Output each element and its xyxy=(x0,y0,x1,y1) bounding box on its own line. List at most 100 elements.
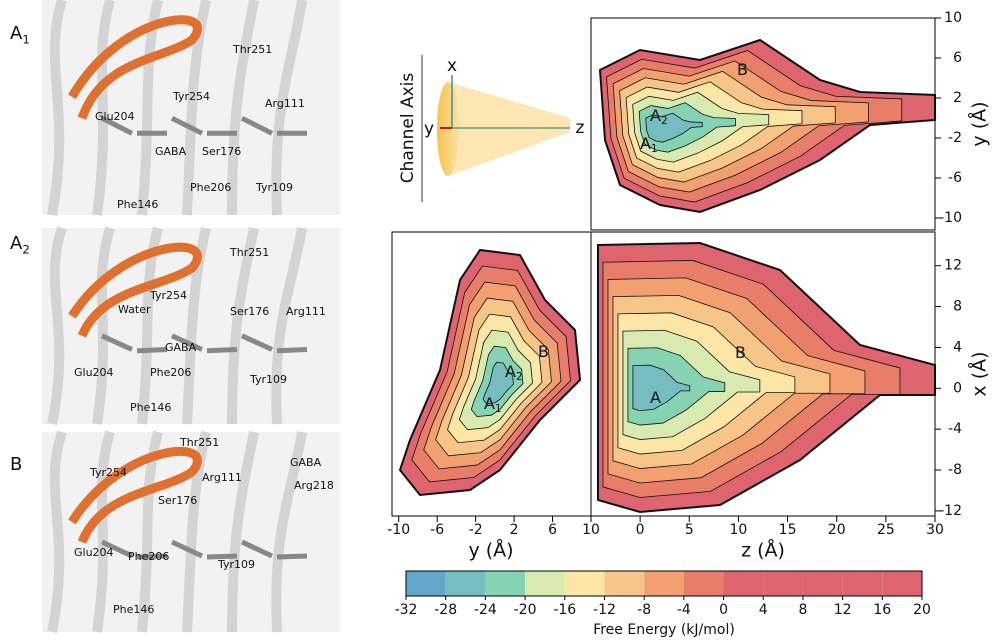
x-tick-label: -6 xyxy=(430,522,444,538)
x-tick-label: 15 xyxy=(779,522,797,538)
residue-label: Ser176 xyxy=(158,494,197,507)
panel-label: A1 xyxy=(10,23,30,46)
y-tick-label: -8 xyxy=(948,462,962,478)
contour-map xyxy=(600,40,935,212)
residue-label: Thr251 xyxy=(179,436,219,449)
x-tick-label: -10 xyxy=(387,522,410,538)
residue-label: GABA xyxy=(290,456,322,469)
y-tick-label: 0 xyxy=(953,380,962,396)
colorbar-tick-label: 0 xyxy=(719,602,728,618)
x-tick-label: 5 xyxy=(685,522,694,538)
x-tick-label: 10 xyxy=(730,522,748,538)
panel-label: B xyxy=(10,454,22,475)
colorbar-tick-label: 8 xyxy=(798,602,807,618)
residue-label: Glu204 xyxy=(74,366,114,379)
x-tick-label: 30 xyxy=(926,522,944,538)
colorbar-bin xyxy=(724,571,764,596)
colorbar-tick-label: -24 xyxy=(474,602,497,618)
colorbar-bin xyxy=(882,571,922,596)
protein-ribbon xyxy=(52,432,62,632)
residue-label: Ser176 xyxy=(202,145,241,158)
axis-y: y xyxy=(424,119,434,139)
y-tick-label: 4 xyxy=(953,339,962,355)
y-tick-label: -4 xyxy=(948,421,962,437)
structure-panel xyxy=(42,228,340,424)
y-tick-label: 8 xyxy=(953,299,962,315)
colorbar-label: Free Energy (kJ/mol) xyxy=(593,622,735,638)
colorbar-bin xyxy=(843,571,883,596)
colorbar-tick-label: 12 xyxy=(834,602,852,618)
residue-label: Thr251 xyxy=(229,246,269,259)
protein-ribbon xyxy=(52,228,62,424)
colorbar-bin xyxy=(684,571,724,596)
y-tick-label: -2 xyxy=(948,130,962,146)
y-tick-label: 10 xyxy=(944,10,962,26)
contour-map xyxy=(400,250,580,495)
figure: Channel Axis x y z A1 Thr251 Tyr254 Arg111 G… xyxy=(0,0,993,639)
y-tick-label: 2 xyxy=(953,90,962,106)
x-tick-label: -2 xyxy=(469,522,483,538)
y-axis-label: y (Å) xyxy=(968,101,991,146)
x-axis-label: y (Å) xyxy=(468,539,513,562)
residue-label: Phe206 xyxy=(128,550,169,563)
residue-label: Arg111 xyxy=(202,471,242,484)
colorbar-tick-label: -16 xyxy=(553,602,576,618)
x-tick-label: 20 xyxy=(828,522,846,538)
residue-label: Phe206 xyxy=(150,366,191,379)
colorbar-bin xyxy=(406,571,446,596)
residue-label: GABA xyxy=(165,341,197,354)
colorbar-tick-label: -12 xyxy=(593,602,616,618)
residue-label: Glu204 xyxy=(95,110,135,123)
schematic: Channel Axis x y z xyxy=(398,55,585,202)
x-tick-label: 10 xyxy=(582,522,600,538)
colorbar-tick-label: -4 xyxy=(677,602,691,618)
colorbar-bin xyxy=(446,571,486,596)
residue-label: Tyr254 xyxy=(89,466,127,479)
colorbar-bin xyxy=(485,571,525,596)
colorbar-bin xyxy=(644,571,684,596)
colorbar-tick-label: 16 xyxy=(873,602,891,618)
residue-label: Phe146 xyxy=(130,401,171,414)
x-tick-label: 2 xyxy=(510,522,519,538)
residue-label: Tyr254 xyxy=(172,90,210,103)
residue-label: Arg111 xyxy=(286,305,326,318)
y-tick-label: -10 xyxy=(939,210,962,226)
state-label: B xyxy=(538,342,549,361)
residue-label: Tyr109 xyxy=(249,373,287,386)
residue-label: Water xyxy=(118,303,151,316)
x-tick-label: 25 xyxy=(877,522,895,538)
x-tick-label: 0 xyxy=(636,522,645,538)
y-axis-label: x (Å) xyxy=(968,351,991,396)
residue-label: Arg111 xyxy=(265,97,305,110)
residue-label: GABA xyxy=(155,145,187,158)
sticks xyxy=(207,556,237,557)
colorbar-tick-label: -20 xyxy=(514,602,537,618)
sticks xyxy=(207,350,237,351)
residue-label: Phe146 xyxy=(117,198,158,211)
colorbar-bin xyxy=(525,571,565,596)
residue-label: Tyr109 xyxy=(217,558,255,571)
colorbar-bin xyxy=(604,571,644,596)
protein-ribbon xyxy=(52,0,62,215)
state-label: B xyxy=(735,343,746,362)
x-axis-label: z (Å) xyxy=(741,539,785,562)
axis-z: z xyxy=(576,118,585,138)
y-tick-label: 12 xyxy=(944,258,962,274)
x-tick-label: 6 xyxy=(548,522,557,538)
residue-label: Arg218 xyxy=(294,479,334,492)
residue-label: Tyr254 xyxy=(149,289,187,302)
y-tick-label: -12 xyxy=(939,503,962,519)
contour-map xyxy=(598,243,935,512)
colorbar-tick-label: 4 xyxy=(759,602,768,618)
sticks xyxy=(137,350,167,351)
sticks xyxy=(277,350,307,351)
panel-label: A2 xyxy=(10,233,30,256)
axis-x: x xyxy=(447,56,457,76)
colorbar-tick-label: -28 xyxy=(434,602,457,618)
colorbar-tick-label: -8 xyxy=(637,602,651,618)
colorbar-tick-label: 20 xyxy=(913,602,931,618)
state-label: A xyxy=(650,388,661,407)
residue-label: Tyr109 xyxy=(255,181,293,194)
axis-title: Channel Axis xyxy=(398,73,418,184)
residue-label: Ser176 xyxy=(230,305,269,318)
